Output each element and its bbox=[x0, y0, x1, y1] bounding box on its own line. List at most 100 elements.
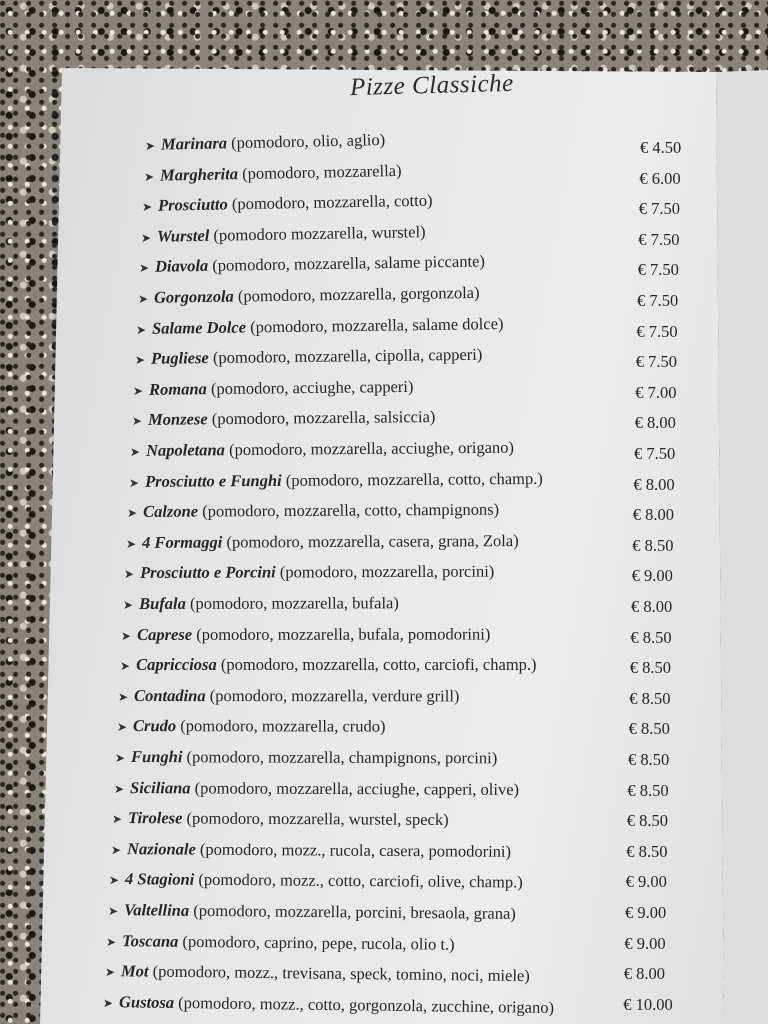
pizza-ingredients: (pomodoro, mozz., trevisana, speck, tomi… bbox=[152, 961, 530, 986]
menu-item: ➤ Valtellina (pomodoro, mozzarella, porci… bbox=[107, 900, 515, 924]
pizza-ingredients: (pomodoro mozzarella, wurstel) bbox=[212, 221, 426, 245]
pizza-price: € 8.00 bbox=[633, 474, 675, 494]
pizza-name: Prosciutto bbox=[157, 194, 228, 215]
pizza-name: Diavola bbox=[154, 256, 209, 277]
pizza-name: Capricciosa bbox=[135, 655, 217, 675]
pizza-price: € 6.00 bbox=[639, 168, 681, 188]
pizza-name: Napoletana bbox=[145, 440, 225, 460]
arrowhead-bullet-icon: ➤ bbox=[113, 781, 124, 796]
pizza-ingredients: (pomodoro, mozzarella, cotto, champ.) bbox=[285, 468, 543, 490]
pizza-price: € 9.00 bbox=[625, 872, 667, 892]
pizza-price: € 8.50 bbox=[626, 811, 669, 831]
menu-item: ➤ Toscana (pomodoro, caprino, pepe, rucol… bbox=[106, 931, 455, 955]
arrowhead-bullet-icon: ➤ bbox=[119, 659, 130, 674]
pizza-ingredients: (pomodoro, mozzarella, porcini) bbox=[279, 561, 495, 582]
menu-item: ➤ Siciliana (pomodoro, mozzarella, acciug… bbox=[113, 778, 518, 800]
pizza-ingredients: (pomodoro, acciughe, capperi) bbox=[210, 376, 414, 398]
menu-item: ➤ Bufala (pomodoro, mozzarella, bufala) bbox=[122, 593, 398, 614]
menu-item: ➤ Monzese (pomodoro, mozzarella, salsicci… bbox=[131, 407, 435, 430]
pizza-name: Calzone bbox=[142, 501, 199, 522]
arrowhead-bullet-icon: ➤ bbox=[107, 904, 118, 919]
pizza-price: € 7.50 bbox=[638, 229, 680, 249]
pizza-ingredients: (pomodoro, mozzarella, porcini, bresaola… bbox=[192, 900, 516, 923]
menu-item: ➤ Funghi (pomodoro, mozzarella, champigno… bbox=[115, 747, 497, 768]
pizza-name: Monzese bbox=[147, 409, 208, 430]
pizza-price: € 9.00 bbox=[631, 566, 673, 586]
arrowhead-bullet-icon: ➤ bbox=[117, 689, 129, 704]
pizza-ingredients: (pomodoro, mozzarella, champignons, porc… bbox=[186, 747, 498, 768]
pizza-ingredients: (pomodoro, mozzarella, gorgonzola) bbox=[237, 282, 480, 306]
pizza-name: Gorgonzola bbox=[153, 286, 234, 307]
pizza-ingredients: (pomodoro, mozzarella, cipolla, capperi) bbox=[212, 344, 482, 368]
pizza-name: Valtellina bbox=[123, 900, 189, 920]
pizza-ingredients: (pomodoro, mozzarella, acciughe, origano… bbox=[228, 437, 515, 460]
pizza-name: 4 Formaggi bbox=[141, 532, 222, 552]
pizza-ingredients: (pomodoro, mozzarella, salsiccia) bbox=[211, 407, 435, 429]
menu-item: ➤ Prosciutto e Porcini (pomodoro, mozzare… bbox=[124, 562, 494, 583]
pizza-name: Bufala bbox=[138, 593, 186, 613]
arrowhead-bullet-icon: ➤ bbox=[135, 322, 147, 337]
pizza-ingredients: (pomodoro, mozz., cotto, gorgonzola, zuc… bbox=[178, 992, 555, 1017]
pizza-name: Siciliana bbox=[129, 777, 191, 797]
pizza-price: € 7.50 bbox=[637, 291, 679, 310]
menu-item: ➤ Napoletana (pomodoro, mozzarella, acciu… bbox=[130, 438, 514, 461]
pizza-name: Tirolese bbox=[128, 808, 183, 828]
arrowhead-bullet-icon: ➤ bbox=[114, 751, 126, 766]
pizza-price: € 8.00 bbox=[631, 597, 673, 616]
pizza-price: € 8.00 bbox=[623, 964, 666, 984]
arrowhead-bullet-icon: ➤ bbox=[111, 812, 123, 827]
arrowhead-bullet-icon: ➤ bbox=[129, 444, 141, 459]
pizza-name: Wurstel bbox=[156, 225, 209, 246]
arrowhead-bullet-icon: ➤ bbox=[144, 138, 156, 153]
pizza-name: Marinara bbox=[160, 133, 228, 154]
pizza-price: € 9.00 bbox=[625, 903, 667, 922]
pizza-ingredients: (pomodoro, caprino, pepe, rucola, olio t… bbox=[182, 931, 455, 954]
arrowhead-bullet-icon: ➤ bbox=[108, 873, 120, 888]
menu-item: ➤ 4 Stagioni (pomodoro, mozz., cotto, car… bbox=[109, 869, 523, 892]
arrowhead-bullet-icon: ➤ bbox=[126, 506, 138, 521]
pizza-ingredients: (pomodoro, mozzarella, cotto, carciofi, … bbox=[220, 655, 537, 675]
menu-section-title: Pizze Classiche bbox=[349, 69, 515, 102]
arrowhead-bullet-icon: ➤ bbox=[141, 200, 153, 215]
arrowhead-bullet-icon: ➤ bbox=[128, 475, 139, 490]
pizza-price: € 8.50 bbox=[632, 535, 674, 555]
pizza-name: Gustosa bbox=[118, 992, 175, 1012]
pizza-name: Prosciutto e Porcini bbox=[140, 562, 276, 583]
pizza-name: Pugliese bbox=[150, 348, 209, 368]
pizza-ingredients: (pomodoro, mozzarella, cotto, champignon… bbox=[202, 499, 500, 521]
pizza-price: € 8.00 bbox=[632, 505, 675, 525]
pizza-ingredients: (pomodoro, mozz., cotto, carciofi, olive… bbox=[198, 870, 523, 892]
pizza-price: € 7.50 bbox=[635, 352, 678, 372]
pizza-ingredients: (pomodoro, mozz., rucola, casera, pomodo… bbox=[199, 839, 511, 861]
pizza-name: Caprese bbox=[137, 624, 193, 644]
menu-item: ➤ Crudo (pomodoro, mozzarella, crudo) bbox=[116, 716, 385, 737]
pizza-ingredients: (pomodoro, olio, aglio) bbox=[230, 129, 386, 153]
pizza-price: € 8.50 bbox=[627, 780, 669, 800]
pizza-price: € 7.50 bbox=[638, 199, 681, 219]
menu-item: ➤ Caprese (pomodoro, mozzarella, bufala, … bbox=[121, 624, 490, 645]
arrowhead-bullet-icon: ➤ bbox=[116, 720, 127, 735]
pizza-ingredients: (pomodoro, mozzarella) bbox=[241, 160, 402, 183]
pizza-name: Margherita bbox=[159, 163, 238, 185]
pizza-ingredients: (pomodoro, mozzarella, salame piccante) bbox=[212, 251, 486, 276]
pizza-ingredients: (pomodoro, mozzarella, cotto) bbox=[231, 190, 433, 214]
pizza-name: 4 Stagioni bbox=[124, 869, 195, 890]
menu-item: ➤ Romana (pomodoro, acciughe, capperi) bbox=[133, 377, 414, 400]
menu-item: ➤ Tirolese (pomodoro, mozzarella, wurstel… bbox=[112, 808, 449, 830]
pizza-price: € 7.50 bbox=[637, 260, 679, 280]
arrowhead-bullet-icon: ➤ bbox=[122, 597, 133, 612]
arrowhead-bullet-icon: ➤ bbox=[123, 567, 135, 582]
pizza-ingredients: (pomodoro, mozzarella, bufala, pomodorin… bbox=[196, 624, 491, 644]
arrowhead-bullet-icon: ➤ bbox=[131, 414, 142, 429]
pizza-price: € 7.50 bbox=[636, 321, 678, 341]
pizza-ingredients: (pomodoro, mozzarella, crudo) bbox=[179, 716, 386, 736]
arrowhead-bullet-icon: ➤ bbox=[138, 261, 150, 276]
pizza-price: € 8.50 bbox=[630, 627, 672, 647]
arrowhead-bullet-icon: ➤ bbox=[104, 965, 115, 980]
menu-item: ➤ Prosciutto e Funghi (pomodoro, mozzarel… bbox=[128, 468, 542, 491]
pizza-price: € 7.50 bbox=[634, 444, 676, 463]
arrowhead-bullet-icon: ➤ bbox=[140, 230, 151, 245]
pizza-name: Crudo bbox=[132, 716, 176, 736]
